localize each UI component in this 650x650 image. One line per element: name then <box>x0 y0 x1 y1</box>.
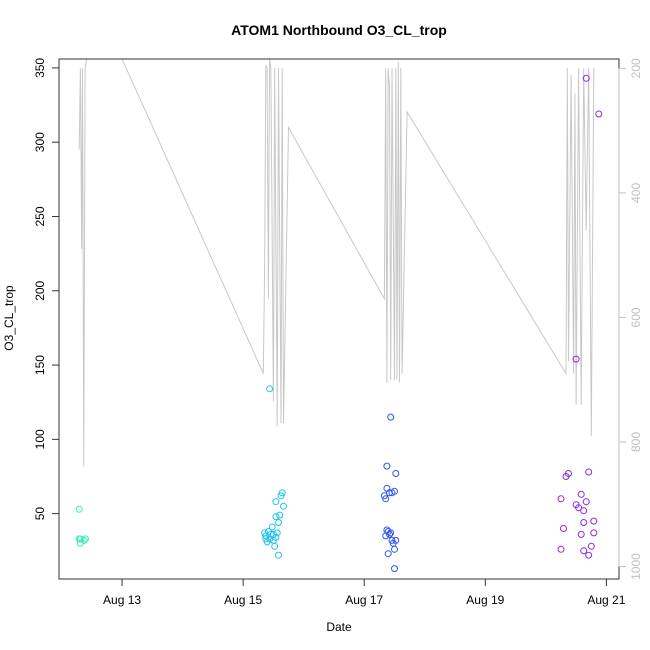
y-tick-label: 100 <box>33 429 47 449</box>
data-point <box>276 511 284 519</box>
data-point <box>383 462 391 470</box>
data-point <box>580 519 588 526</box>
y-tick-label: 250 <box>33 206 47 226</box>
data-point <box>384 550 392 558</box>
x-axis: Aug 13 Aug 15 Aug 17 Aug 19 Aug 21 <box>103 578 626 607</box>
data-point <box>382 532 390 540</box>
data-point <box>580 547 588 555</box>
y2-tick-label: 1000 <box>629 553 643 580</box>
data-point <box>387 413 395 421</box>
data-point <box>386 530 393 538</box>
y-axis-label: O3_CL_trop <box>2 285 16 351</box>
data-point <box>582 74 590 82</box>
data-point <box>585 551 593 559</box>
y2-tick-label: 400 <box>629 183 643 203</box>
y-tick-label: 350 <box>33 58 47 78</box>
data-point <box>575 504 583 512</box>
data-point <box>585 468 593 476</box>
data-point <box>391 545 398 553</box>
x-tick-label: Aug 13 <box>103 593 141 607</box>
data-point <box>266 535 274 543</box>
y-tick-label: 50 <box>33 507 47 521</box>
y-axis-right: 200 400 600 800 1000 <box>618 58 643 580</box>
y2-tick-label: 200 <box>629 58 643 78</box>
data-point <box>275 519 282 526</box>
data-point <box>271 542 279 550</box>
data-point <box>557 495 565 503</box>
data-point <box>280 502 287 510</box>
data-point <box>577 490 585 498</box>
data-point <box>580 507 588 515</box>
data-point <box>557 545 565 553</box>
data-point <box>595 110 603 118</box>
data-point <box>590 517 598 525</box>
plot-frame <box>58 58 620 580</box>
data-point <box>75 505 83 513</box>
y2-tick-label: 800 <box>629 432 643 452</box>
x-tick-label: Aug 19 <box>466 593 504 607</box>
y-tick-label: 300 <box>33 132 47 152</box>
data-point <box>587 542 595 550</box>
data-points-layer <box>75 74 603 573</box>
data-point <box>387 529 395 537</box>
data-point <box>382 495 390 503</box>
data-point <box>392 470 400 477</box>
data-point <box>560 525 567 532</box>
x-tick-label: Aug 21 <box>587 593 625 607</box>
data-point <box>82 535 89 543</box>
data-point <box>572 355 580 363</box>
data-point <box>266 385 274 393</box>
data-point <box>76 535 84 543</box>
data-point <box>278 489 286 497</box>
data-point <box>272 513 280 521</box>
data-point <box>269 530 277 538</box>
data-point <box>272 498 280 506</box>
pressure-trace-line <box>78 58 595 467</box>
x-tick-label: Aug 15 <box>224 593 262 607</box>
data-point <box>275 551 282 559</box>
data-point <box>80 536 88 544</box>
y-axis-left: 50 100 150 200 250 300 350 <box>33 58 60 521</box>
data-point <box>565 470 572 477</box>
data-point <box>391 565 398 573</box>
data-point <box>392 536 400 544</box>
y-tick-label: 150 <box>33 355 47 375</box>
data-point <box>577 530 585 538</box>
data-point <box>590 529 598 537</box>
y-tick-label: 200 <box>33 280 47 300</box>
y2-tick-label: 600 <box>629 307 643 327</box>
data-point <box>268 523 276 531</box>
data-point <box>267 530 275 538</box>
data-point <box>273 529 281 537</box>
data-point <box>391 487 398 495</box>
pressure-trace-layer <box>78 58 595 467</box>
chart-title: ATOM1 Northbound O3_CL_trop <box>231 22 447 38</box>
data-point <box>386 489 393 497</box>
x-axis-label: Date <box>326 620 352 634</box>
x-tick-label: Aug 17 <box>345 593 383 607</box>
data-point <box>582 498 590 506</box>
